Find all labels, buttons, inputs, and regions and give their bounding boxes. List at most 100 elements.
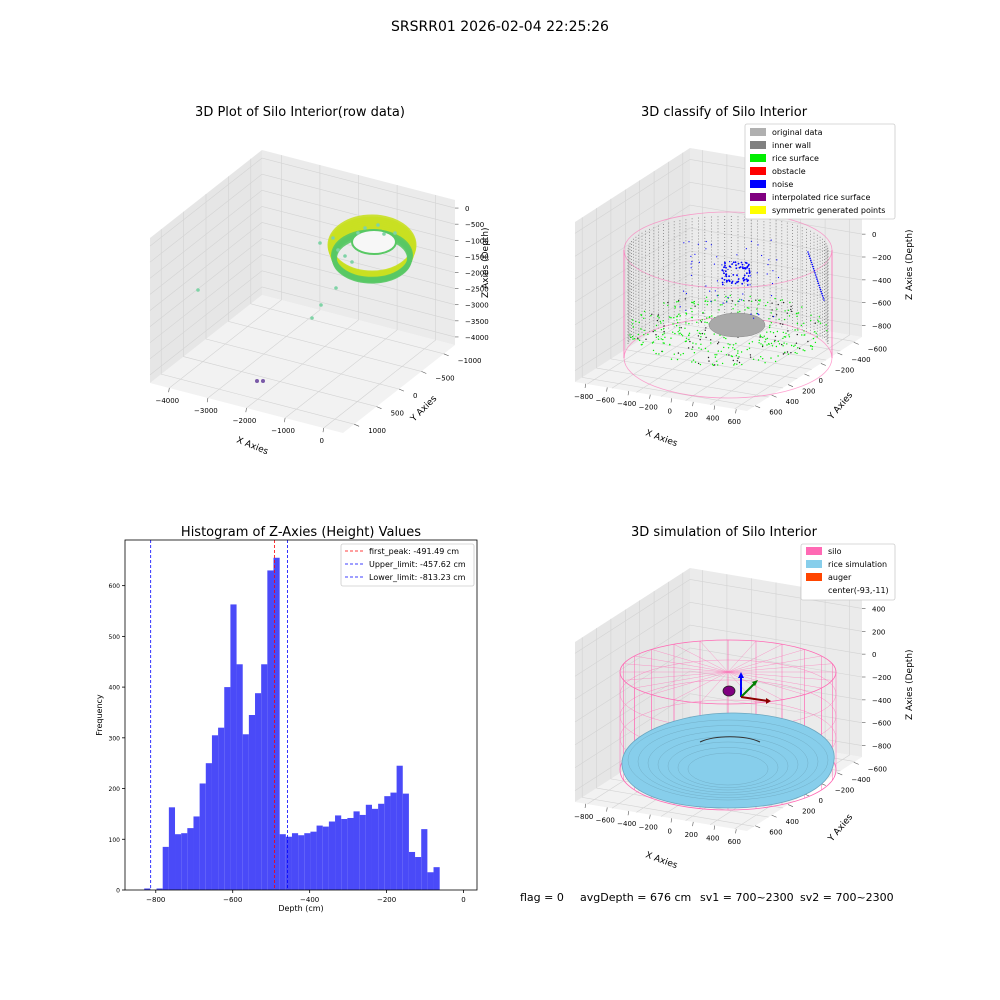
rice-surface-point bbox=[801, 334, 803, 336]
classify-y-tick-mark bbox=[771, 394, 777, 398]
rice-surface-point bbox=[777, 355, 779, 357]
raw-y-tick-mark bbox=[443, 353, 449, 357]
histogram-legend-box bbox=[340, 543, 475, 587]
silo-wire-roof-spoke bbox=[673, 644, 729, 673]
histogram-x-tick: −400 bbox=[300, 896, 319, 904]
rice-simulation-surface bbox=[621, 712, 835, 809]
rice-surface-point bbox=[734, 304, 737, 306]
noise-point bbox=[741, 266, 744, 269]
grid-line bbox=[574, 296, 863, 371]
rice-surface-point bbox=[662, 338, 664, 341]
rice-surface-point bbox=[786, 343, 788, 345]
rice-surface-point bbox=[800, 324, 803, 327]
raw-z-tick: 0 bbox=[465, 205, 469, 213]
noise-point bbox=[747, 275, 750, 277]
rice-surface-point bbox=[688, 334, 690, 337]
histogram-xticks: −800 −600 −400 −200 0 bbox=[146, 890, 466, 904]
grid-line bbox=[160, 229, 355, 425]
noise-point bbox=[737, 262, 740, 265]
rice-surface-point bbox=[678, 327, 681, 329]
rice-surface-point bbox=[804, 350, 806, 352]
noise-point bbox=[815, 276, 818, 278]
histogram-bar bbox=[162, 846, 169, 890]
grid-line bbox=[574, 647, 863, 723]
noise-point bbox=[705, 240, 707, 243]
noise-point bbox=[810, 261, 813, 264]
rice-surface-point bbox=[789, 301, 791, 304]
rice-surface-point bbox=[738, 361, 741, 364]
histogram-bar bbox=[310, 831, 317, 890]
noise-point bbox=[822, 297, 825, 299]
rice-surface-point bbox=[774, 360, 777, 363]
rice-surface-point bbox=[673, 353, 675, 355]
rice-surface-point bbox=[804, 334, 806, 336]
rice-surface-point bbox=[794, 329, 796, 331]
histogram-bar bbox=[273, 557, 280, 890]
rice-surface-point bbox=[643, 317, 645, 319]
noise-point bbox=[750, 313, 752, 315]
rice-surface-point bbox=[762, 344, 764, 346]
noise-point bbox=[745, 278, 748, 280]
classify-3d-points bbox=[623, 211, 833, 399]
noise-point bbox=[767, 264, 769, 266]
histogram-bar bbox=[316, 825, 323, 890]
grid-line bbox=[205, 194, 400, 390]
classify-y-tick-mark bbox=[837, 352, 843, 356]
noise-point bbox=[721, 277, 724, 280]
rice-surface-point bbox=[668, 316, 671, 318]
rice-surface-point bbox=[678, 299, 680, 302]
rice-surface-point bbox=[694, 361, 697, 363]
rice-surface-point bbox=[692, 359, 695, 361]
classify-x-tick: −200 bbox=[639, 404, 658, 412]
rice-surface-point bbox=[761, 345, 764, 348]
simulation-y-tick-mark bbox=[787, 804, 794, 807]
classify-legend-swatch bbox=[750, 128, 766, 136]
histogram-bar bbox=[175, 834, 182, 890]
rice-surface-point bbox=[778, 343, 781, 345]
noise-point bbox=[746, 266, 748, 269]
classify-3d-xticks: −800 −600 −400 −200 0 200 400 600 bbox=[574, 383, 741, 426]
raw-3d-grid bbox=[149, 155, 456, 429]
noise-point bbox=[746, 272, 748, 275]
noise-point bbox=[738, 266, 741, 269]
classify-z-tick: −200 bbox=[872, 254, 891, 262]
noise-point bbox=[724, 262, 726, 265]
rice-surface-point bbox=[790, 344, 793, 347]
rice-surface-point bbox=[640, 314, 642, 316]
simulation-x-axis-label: X Axies bbox=[644, 850, 679, 871]
rice-surface-point bbox=[788, 315, 791, 317]
noise-point bbox=[736, 254, 738, 256]
rice-surface-point bbox=[669, 343, 671, 346]
panel-raw-title: 3D Plot of Silo Interior(row data) bbox=[195, 105, 405, 120]
simulation-x-tick-mark bbox=[713, 825, 716, 830]
noise-point bbox=[820, 290, 822, 293]
histogram-bar bbox=[298, 835, 305, 890]
noise-point bbox=[748, 272, 751, 274]
grid-line bbox=[149, 270, 456, 360]
noise-point bbox=[724, 264, 726, 267]
noise-point bbox=[770, 295, 773, 297]
histogram-legend-label: Upper_limit: -457.62 cm bbox=[369, 560, 466, 569]
noise-point bbox=[690, 274, 693, 276]
rice-surface-point bbox=[723, 336, 725, 339]
rice-surface-point bbox=[807, 340, 809, 343]
rice-simulation-contour bbox=[667, 741, 789, 791]
simulation-legend-swatch bbox=[806, 560, 822, 568]
classify-y-tick-mark bbox=[853, 342, 859, 345]
rice-surface-point bbox=[676, 301, 678, 303]
raw-outlier-point bbox=[343, 254, 347, 258]
noise-point bbox=[694, 253, 696, 255]
histogram-bar bbox=[205, 763, 212, 890]
noise-point bbox=[723, 272, 725, 275]
rice-simulation-dip bbox=[699, 736, 761, 743]
rice-surface-point bbox=[652, 349, 655, 352]
rice-surface-point bbox=[674, 332, 676, 335]
classify-y-tick: 200 bbox=[802, 388, 815, 396]
noise-point bbox=[748, 269, 751, 272]
rice-surface-point bbox=[737, 352, 739, 354]
simulation-x-tick-mark bbox=[649, 814, 651, 819]
grid-line bbox=[574, 670, 863, 746]
noise-point bbox=[725, 275, 728, 278]
silo-wire-roof-spoke bbox=[699, 671, 729, 704]
noise-point bbox=[744, 267, 747, 270]
